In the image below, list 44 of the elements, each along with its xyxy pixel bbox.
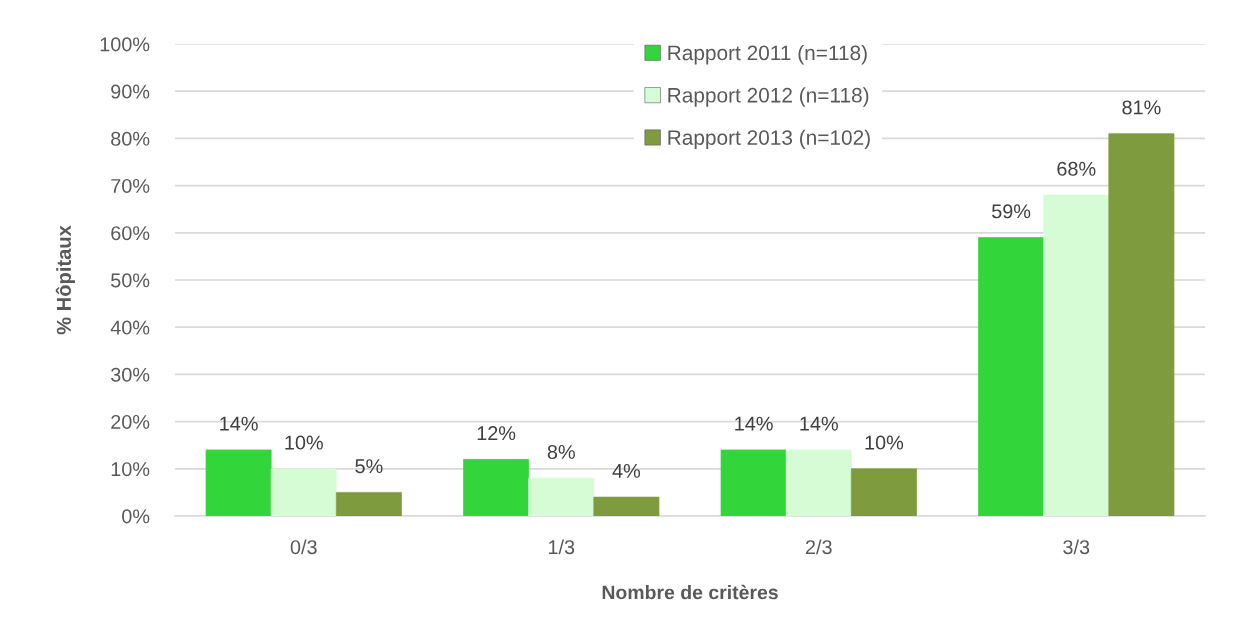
data-label: 14% <box>735 416 773 431</box>
y-tick-label: 70% <box>111 178 150 193</box>
legend-label: Rapport 2012 (n=118) <box>668 87 869 107</box>
y-tick-label: 100% <box>100 37 150 52</box>
y-tick-label: 80% <box>111 131 150 146</box>
data-label: 12% <box>477 426 516 441</box>
x-tick-label: 2/3 <box>805 539 832 555</box>
data-label: 68% <box>1057 161 1096 176</box>
y-tick-label: 90% <box>111 84 150 99</box>
x-tick-label: 0/3 <box>290 539 317 555</box>
bar <box>463 459 530 516</box>
data-label: 8% <box>547 444 575 460</box>
bar <box>335 492 402 516</box>
bar <box>978 237 1045 516</box>
data-label: 14% <box>800 416 838 431</box>
y-tick-label: 20% <box>111 414 150 429</box>
y-tick-label: 0% <box>122 509 150 524</box>
legend-label: Rapport 2013 (n=102) <box>668 129 870 150</box>
x-tick-label: 3/3 <box>1063 539 1090 555</box>
data-label: 10% <box>285 435 323 450</box>
legend-label: Rapport 2011 (n=118) <box>668 44 867 65</box>
data-label: 10% <box>865 435 904 450</box>
bar <box>785 449 852 516</box>
x-tick-label: 1/3 <box>548 539 575 555</box>
y-tick-label: 40% <box>110 320 150 335</box>
bar <box>1108 133 1175 516</box>
y-tick-label: 60% <box>111 226 150 241</box>
data-label: 4% <box>612 463 641 478</box>
bar <box>850 468 917 516</box>
data-label: 81% <box>1122 100 1161 115</box>
y-tick-label: 50% <box>111 273 150 288</box>
bar <box>205 449 272 516</box>
bar <box>1043 194 1110 516</box>
x-axis-title: Nombre de critères <box>602 584 778 600</box>
bar <box>528 477 595 516</box>
bar <box>593 496 660 516</box>
data-label: 14% <box>220 416 258 431</box>
bar <box>720 449 787 516</box>
data-label: 5% <box>355 459 383 474</box>
data-label: 59% <box>992 204 1031 219</box>
y-tick-label: 30% <box>111 367 150 382</box>
y-axis-title: % Hôpitaux <box>55 225 75 335</box>
y-tick-label: 10% <box>111 462 150 477</box>
bar <box>270 468 337 516</box>
